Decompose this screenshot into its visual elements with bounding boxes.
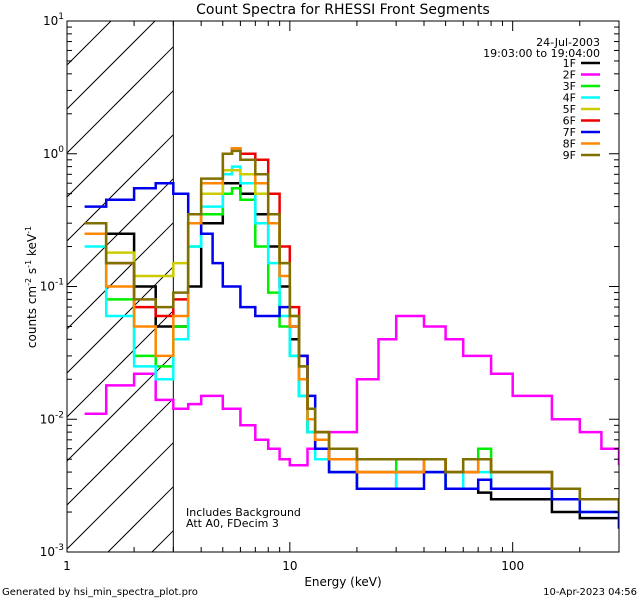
hatch-line-4 <box>67 90 174 198</box>
hatch-line-13 <box>107 486 174 552</box>
legend-label-8F: 8F <box>563 138 576 151</box>
x-tick-label: 1 <box>63 559 71 573</box>
x-tick-label: 100 <box>501 559 524 573</box>
hatch-line-14 <box>151 530 174 552</box>
hatch-line-6 <box>67 178 174 286</box>
y-axis-label-mid: s <box>25 268 39 278</box>
y-axis-label: counts cm-2 s-1 keV-1 <box>24 226 39 348</box>
legend-label-4F: 4F <box>563 92 576 105</box>
y-tick-label: 101 <box>43 12 64 28</box>
time-range-label: 19:03:00 to 19:04:00 <box>483 47 600 60</box>
series-line-9F <box>84 149 619 512</box>
y-tick-label: 10-1 <box>40 278 64 294</box>
legend-label-9F: 9F <box>563 149 576 162</box>
series-line-4F <box>84 165 619 529</box>
y-axis-label-exp3: -1 <box>24 226 33 234</box>
footer-timestamp: 10-Apr-2023 04:56 <box>543 587 637 598</box>
generated-by: Generated by hsi_min_spectra_plot.pro <box>2 587 198 598</box>
series-line-1F <box>106 181 619 529</box>
chart-title: Count Spectra for RHESSI Front Segments <box>196 2 490 18</box>
y-tick-label: 10-3 <box>40 543 64 559</box>
hatch-line-12 <box>67 442 174 550</box>
y-axis-label-base: counts cm <box>25 286 39 348</box>
x-axis-label: Energy (keV) <box>304 575 381 589</box>
y-tick-label: 10-2 <box>40 410 64 426</box>
y-tick-label: 100 <box>43 145 64 161</box>
legend-label-6F: 6F <box>563 115 576 128</box>
legend-label-5F: 5F <box>563 103 576 116</box>
hatch-line-7 <box>67 222 174 330</box>
hatch-line-2 <box>67 21 156 110</box>
y-axis-label-exp1: -2 <box>24 278 33 286</box>
legend-label-1F: 1F <box>563 57 576 70</box>
annotation-attenuator: Att A0, FDecim 3 <box>186 517 279 530</box>
hatch-line-3 <box>67 46 174 154</box>
y-axis-label-exp2: -1 <box>24 260 33 268</box>
hatch-line-8 <box>67 266 174 374</box>
legend-label-2F: 2F <box>563 69 576 82</box>
legend-label-7F: 7F <box>563 126 576 139</box>
legend-label-3F: 3F <box>563 80 576 93</box>
x-tick-label: 10 <box>282 559 297 573</box>
date-label: 24-Jul-2003 <box>536 36 600 49</box>
annotation-background: Includes Background <box>186 506 301 519</box>
hatch-line-11 <box>67 398 174 506</box>
hatch-line-1 <box>67 21 112 66</box>
y-axis-label-end: keV <box>25 233 39 260</box>
